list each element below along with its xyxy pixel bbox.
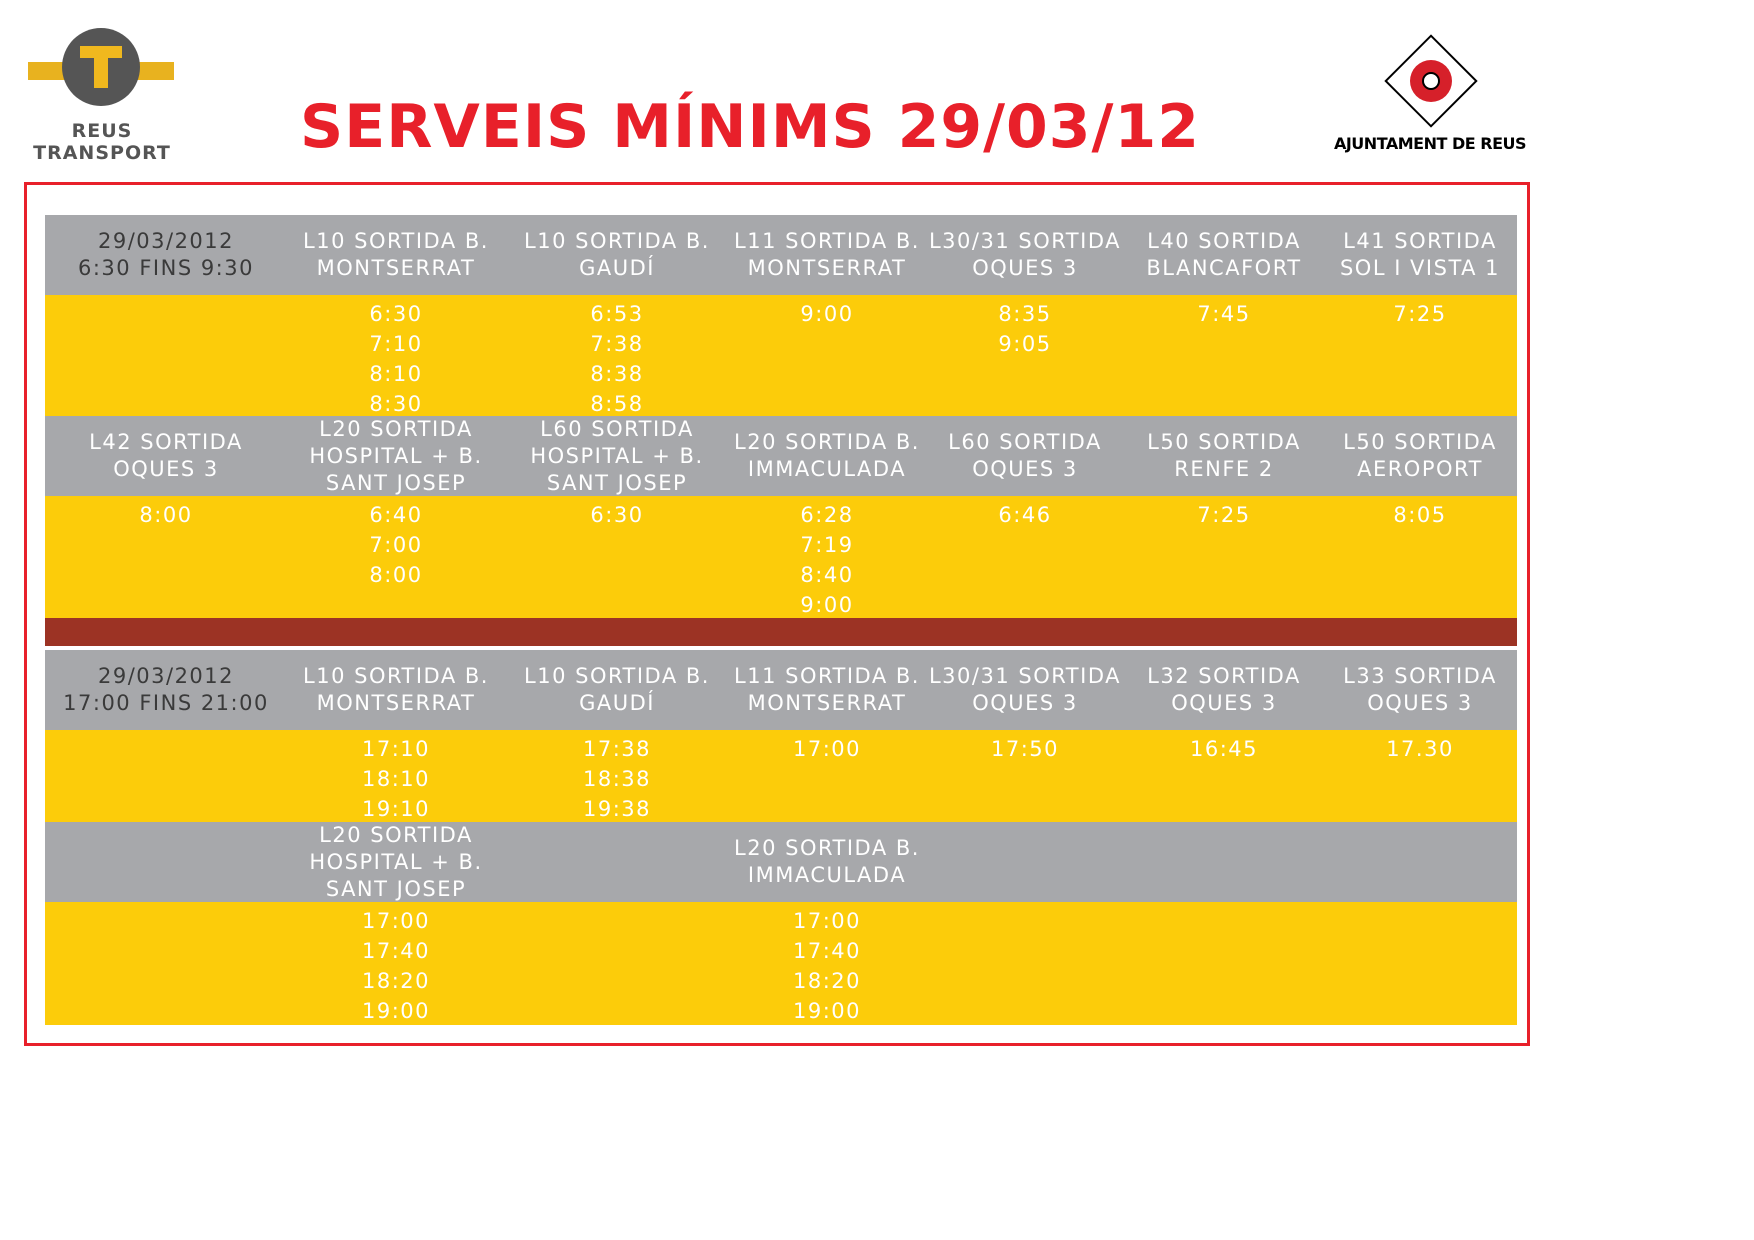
line-header: L20 SORTIDA HOSPITAL + B. SANT JOSEP — [309, 822, 483, 901]
line-header: L50 SORTIDA AEROPORT — [1343, 430, 1497, 481]
evening-times-row-1: 17:10 18:10 19:10 17:38 18:38 19:38 17:00 17… — [45, 730, 1517, 822]
line-header: L10 SORTIDA B. MONTSERRAT — [303, 229, 489, 280]
ajuntament-logo: AJUNTAMENT DE REUS — [1330, 34, 1530, 164]
time-list: 7:45 — [1197, 302, 1251, 326]
line-header: L30/31 SORTIDA OQUES 3 — [928, 664, 1121, 715]
logo-text-line1: REUS — [71, 120, 133, 142]
time-list: 7:25 — [1393, 302, 1447, 326]
line-header: L11 SORTIDA B. MONTSERRAT — [734, 229, 920, 280]
morning-times-row-1: 6:30 7:10 8:10 8:30 6:53 7:38 8:38 8:58 9:00 8… — [45, 295, 1517, 416]
time-list: 6:28 7:19 8:40 9:00 — [800, 503, 854, 617]
line-header: L33 SORTIDA OQUES 3 — [1343, 664, 1497, 715]
evening-date: 29/03/2012 — [97, 664, 235, 688]
evening-date-cell: 29/03/2012 17:00 FINS 21:00 — [45, 650, 287, 730]
time-list: 17:00 17:40 18:20 19:00 — [361, 909, 431, 1023]
morning-range: 6:30 FINS 9:30 — [78, 256, 254, 280]
line-header: L10 SORTIDA B. GAUDÍ — [524, 229, 710, 280]
line-header: L60 SORTIDA HOSPITAL + B. SANT JOSEP — [530, 416, 704, 495]
section-divider — [45, 618, 1517, 646]
reus-transport-logo: REUS TRANSPORT — [28, 28, 176, 168]
line-header: L20 SORTIDA HOSPITAL + B. SANT JOSEP — [309, 416, 483, 495]
evening-header-row-2: L20 SORTIDA HOSPITAL + B. SANT JOSEP L20… — [45, 822, 1517, 902]
evening-header-row-1: 29/03/2012 17:00 FINS 21:00 L10 SORTIDA B… — [45, 650, 1517, 730]
ajuntament-label: AJUNTAMENT DE REUS — [1333, 134, 1527, 153]
evening-times-row-2: 17:00 17:40 18:20 19:00 17:00 17:40 18:20 19:0… — [45, 902, 1517, 1025]
logo-text-line2: TRANSPORT — [33, 142, 171, 164]
time-list: 8:00 — [139, 503, 193, 527]
time-list: 6:30 — [590, 503, 644, 527]
time-list: 16:45 — [1189, 737, 1259, 761]
page-title: SERVEIS MÍNIMS 29/03/12 — [300, 92, 1200, 162]
line-header: L50 SORTIDA RENFE 2 — [1147, 430, 1301, 481]
time-list: 6:30 7:10 8:10 8:30 — [369, 302, 423, 416]
line-header: L42 SORTIDA OQUES 3 — [89, 430, 243, 481]
morning-date-cell: 29/03/2012 6:30 FINS 9:30 — [45, 215, 287, 295]
line-header: L40 SORTIDA BLANCAFORT — [1146, 229, 1302, 280]
time-list: 8:05 — [1393, 503, 1447, 527]
line-header: L20 SORTIDA B. IMMACULADA — [734, 430, 920, 481]
time-list: 17:00 17:40 18:20 19:00 — [792, 909, 862, 1023]
morning-date: 29/03/2012 — [97, 229, 235, 253]
logo-t-icon — [62, 28, 140, 106]
time-list: 6:46 — [998, 503, 1052, 527]
line-header: L10 SORTIDA B. MONTSERRAT — [303, 664, 489, 715]
time-list: 7:25 — [1197, 503, 1251, 527]
evening-range: 17:00 FINS 21:00 — [63, 691, 269, 715]
morning-times-row-2: 8:00 6:40 7:00 8:00 6:30 6:28 7:19 8:40 9:00 … — [45, 496, 1517, 618]
time-list: 17:10 18:10 19:10 — [361, 737, 431, 821]
line-header: L20 SORTIDA B. IMMACULADA — [734, 836, 920, 887]
time-list: 6:53 7:38 8:38 8:58 — [590, 302, 644, 416]
time-list: 9:00 — [800, 302, 854, 326]
line-header: L41 SORTIDA SOL I VISTA 1 — [1339, 229, 1501, 280]
time-list: 17:00 — [792, 737, 862, 761]
morning-header-row-1: 29/03/2012 6:30 FINS 9:30 L10 SORTIDA B. … — [45, 215, 1517, 295]
line-header: L60 SORTIDA OQUES 3 — [948, 430, 1102, 481]
schedule-frame — [24, 182, 1530, 1046]
time-list: 8:35 9:05 — [998, 302, 1052, 356]
line-header: L30/31 SORTIDA OQUES 3 — [928, 229, 1121, 280]
time-list: 6:40 7:00 8:00 — [369, 503, 423, 587]
time-list: 17:38 18:38 19:38 — [582, 737, 652, 821]
line-header: L11 SORTIDA B. MONTSERRAT — [734, 664, 920, 715]
morning-header-row-2: L42 SORTIDA OQUES 3 L20 SORTIDA HOSPITAL… — [45, 416, 1517, 496]
line-header: L32 SORTIDA OQUES 3 — [1147, 664, 1301, 715]
time-list: 17:50 — [990, 737, 1060, 761]
time-list: 17.30 — [1386, 737, 1454, 761]
line-header: L10 SORTIDA B. GAUDÍ — [524, 664, 710, 715]
